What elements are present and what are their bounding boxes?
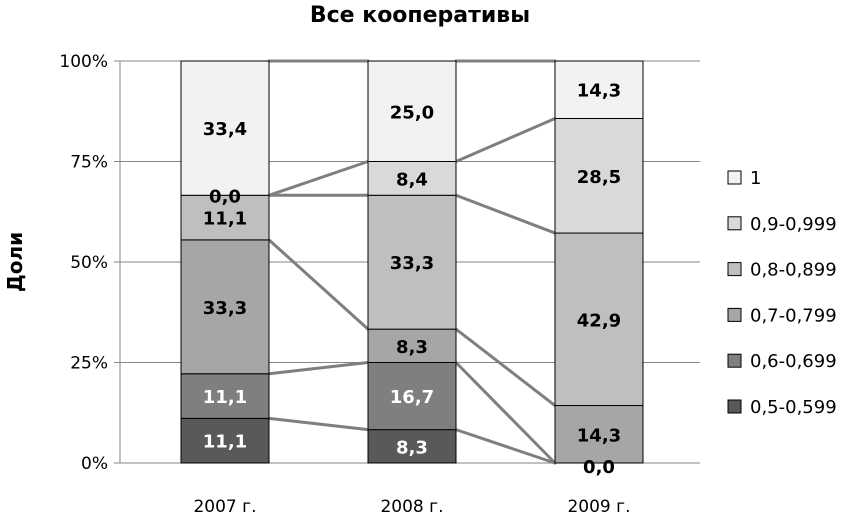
bar-segment (367, 328, 457, 364)
data-label: 8,3 (396, 337, 428, 358)
bar-segment (554, 232, 644, 407)
bar-segment (180, 60, 270, 196)
data-label: 8,4 (396, 169, 428, 190)
bar-segment (367, 161, 457, 196)
legend: 1 0,9-0,999 0,8-0,899 0,7-0,799 0,6-0,699 0,5… (727, 168, 837, 418)
data-label: 33,4 (203, 119, 247, 140)
y-tick-label: 25% (70, 354, 108, 374)
bar-segment (367, 60, 457, 162)
data-label: 16,7 (390, 387, 434, 408)
bar-segment (367, 194, 457, 330)
data-label: 33,3 (390, 253, 434, 274)
legend-label: 1 (750, 168, 761, 189)
y-axis-label: Доли (3, 232, 27, 292)
data-label: 11,1 (203, 432, 247, 453)
data-labels: 11,111,133,311,10,033,48,316,78,333,38,4… (203, 81, 621, 478)
data-label: 8,3 (396, 437, 428, 458)
connector-line (454, 193, 557, 235)
legend-swatch (727, 216, 742, 231)
legend-swatch (727, 353, 742, 368)
connector-line (454, 428, 557, 465)
legend-label: 0,5-0,599 (750, 397, 837, 418)
y-tick-label: 0% (81, 454, 108, 474)
data-label: 28,5 (577, 167, 621, 188)
axes: 0% 25% 50% 75% 100% 2007 г. 2008 г. 2009 г. (59, 52, 630, 517)
chart-title: Все кооперативы (310, 3, 530, 28)
legend-label: 0,9-0,999 (750, 214, 837, 235)
connector-line (454, 327, 557, 408)
y-tick-label: 50% (70, 253, 108, 273)
connector-lines (267, 59, 557, 465)
x-tick-label: 2009 г. (567, 497, 630, 514)
bar-segment (367, 429, 457, 464)
bars (180, 60, 644, 464)
connector-line (454, 116, 557, 163)
y-tick-label: 75% (70, 153, 108, 173)
data-label: 33,3 (203, 298, 247, 319)
legend-label: 0,8-0,899 (750, 260, 837, 281)
legend-swatch (727, 307, 742, 322)
data-label: 42,9 (577, 310, 621, 331)
data-label: 0,0 (583, 457, 615, 478)
connector-line (454, 361, 557, 465)
bar-segment (554, 60, 644, 119)
data-label: 25,0 (390, 102, 434, 123)
connector-line (267, 361, 370, 376)
legend-swatch (727, 170, 742, 185)
data-label: 0,0 (209, 186, 241, 207)
legend-label: 0,6-0,699 (750, 351, 837, 372)
y-tick-label: 100% (59, 52, 108, 72)
bar-segment (180, 239, 270, 375)
x-tick-label: 2007 г. (193, 497, 256, 514)
connector-line (267, 416, 370, 432)
bar-segment (180, 417, 270, 464)
connector-line (267, 238, 370, 331)
data-label: 14,3 (577, 81, 621, 102)
bar-segment (180, 194, 270, 241)
connector-line (267, 160, 370, 197)
bar-segment (554, 405, 644, 464)
x-tick-label: 2008 г. (380, 497, 443, 514)
data-label: 11,1 (203, 209, 247, 230)
legend-label: 0,7-0,799 (750, 305, 837, 326)
data-label: 14,3 (577, 425, 621, 446)
data-label: 11,1 (203, 387, 247, 408)
legend-swatch (727, 262, 742, 277)
legend-swatch (727, 399, 742, 414)
bar-segment (180, 373, 270, 419)
bar-segment (554, 117, 644, 234)
